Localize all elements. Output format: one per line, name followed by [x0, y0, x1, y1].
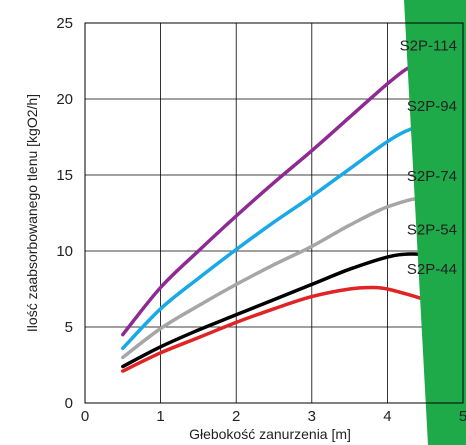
series-label-s2p-94: S2P-94: [407, 98, 457, 115]
y-tick-label: 25: [56, 15, 73, 32]
series-label-s2p-74: S2P-74: [407, 168, 457, 185]
series-label-s2p-44: S2P-44: [407, 261, 457, 278]
series-line-s2p-44: [121, 285, 427, 373]
grid: [85, 23, 463, 403]
y-tick-label: 5: [65, 319, 73, 336]
x-tick-label: 2: [232, 408, 240, 425]
x-tick-label: 5: [459, 408, 466, 425]
x-tick-label: 4: [383, 408, 391, 425]
y-tick-label: 0: [65, 395, 73, 412]
series-line-s2p-74: [121, 196, 465, 360]
plot-frame: [84, 22, 464, 404]
series-label-s2p-54: S2P-54: [407, 221, 457, 238]
series-label-s2p-114: S2P-114: [400, 37, 457, 54]
series-labels: S2P-114 S2P-94 S2P-74 S2P-54 S2P-44: [400, 37, 457, 277]
x-tick-label: 3: [308, 408, 316, 425]
tick-labels: 0 1 2 3 4 5 0 5 10 15 20 25: [56, 15, 466, 425]
y-tick-label: 15: [56, 167, 73, 184]
x-tick-label: 0: [81, 408, 89, 425]
series-line-s2p-54: [121, 252, 465, 369]
green-diagonal-band: [404, 0, 466, 445]
y-tick-label: 10: [56, 243, 73, 260]
x-axis-title: Głebokość zanurzenia [m]: [189, 426, 351, 442]
y-axis-title: Ilość zaabsorbowanego tlenu [kgO2/h]: [24, 94, 40, 332]
y-tick-label: 20: [56, 91, 73, 108]
x-tick-label: 1: [156, 408, 164, 425]
